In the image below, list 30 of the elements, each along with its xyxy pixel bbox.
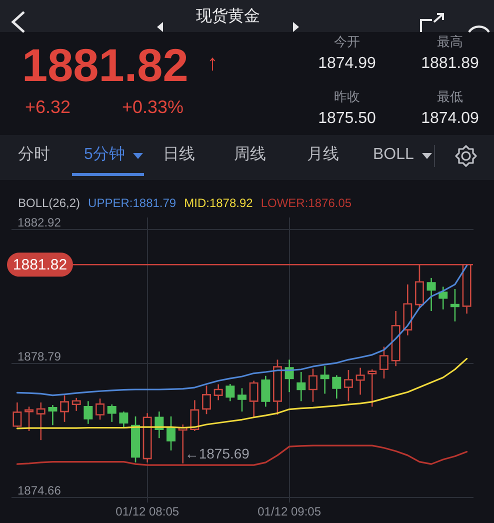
y-tick-label: 1874.66 (18, 483, 62, 498)
chart-title: 现货黄金 (196, 8, 260, 25)
y-tick-label: 1878.79 (18, 349, 62, 364)
text: +6.32 (25, 97, 71, 117)
ref-line-label: 1881.82 (12, 256, 68, 274)
text: 1881.89 (421, 55, 479, 72)
text: 日线 (163, 146, 195, 163)
x-tick-label: 01/12 08:05 (116, 504, 180, 518)
text: UPPER:1881.79 (88, 196, 176, 210)
text: 1875.50 (318, 110, 376, 127)
text: ↑ (207, 50, 218, 75)
text: LOWER:1876.05 (260, 196, 352, 210)
text: 5分钟 (84, 146, 125, 163)
text: 最低 (437, 89, 463, 104)
text: 月线 (307, 146, 339, 163)
legend-title: BOLL(26,2) (18, 196, 80, 210)
text: 周线 (234, 146, 266, 163)
text: 1874.09 (421, 110, 479, 127)
x-tick-label: 01/12 09:05 (258, 504, 322, 518)
text: 最高 (437, 34, 463, 49)
text: 昨收 (334, 89, 360, 104)
annotation: ←1875.69 (184, 445, 250, 462)
text: MID:1878.92 (184, 196, 253, 210)
y-tick-label: 1882.92 (18, 215, 62, 230)
text: BOLL (373, 146, 414, 163)
text: +0.33% (122, 97, 184, 117)
text: 今开 (334, 34, 360, 49)
text: 1881.82 (22, 39, 188, 91)
text: 分时 (18, 146, 50, 163)
text: 1874.99 (318, 55, 376, 72)
